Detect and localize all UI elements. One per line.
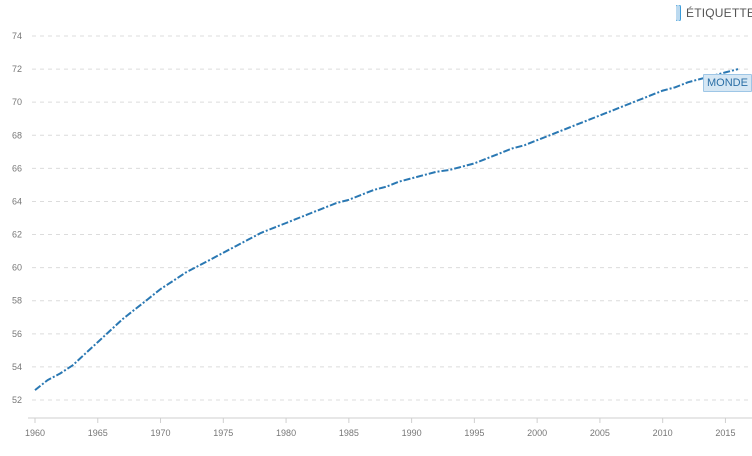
y-tick-label: 52: [12, 395, 22, 405]
data-point[interactable]: [245, 237, 251, 243]
data-point[interactable]: [271, 225, 277, 231]
data-point[interactable]: [233, 243, 239, 249]
series-label-monde: MONDE: [703, 74, 752, 92]
x-tick-label: 1995: [464, 428, 484, 438]
data-point[interactable]: [120, 316, 126, 322]
y-tick-label: 62: [12, 230, 22, 240]
data-point[interactable]: [622, 102, 628, 108]
data-point[interactable]: [258, 230, 264, 236]
y-tick-label: 60: [12, 263, 22, 273]
data-point[interactable]: [208, 256, 214, 262]
data-point[interactable]: [685, 79, 691, 85]
y-tick-label: 66: [12, 163, 22, 173]
data-point[interactable]: [559, 127, 565, 133]
data-point[interactable]: [158, 286, 164, 292]
data-point[interactable]: [296, 215, 302, 221]
x-tick-label: 2005: [590, 428, 610, 438]
y-tick-label: 68: [12, 130, 22, 140]
data-point[interactable]: [635, 98, 641, 104]
data-point[interactable]: [358, 192, 364, 198]
x-axis: 1960 1965 1970 1975 1980 1985 1990 1995 2000 2005…: [25, 417, 752, 438]
y-tick-label: 74: [12, 31, 22, 41]
y-tick-label: 64: [12, 196, 22, 206]
data-point[interactable]: [95, 339, 101, 345]
y-tick-label: 72: [12, 64, 22, 74]
y-tick-label: 58: [12, 296, 22, 306]
data-point[interactable]: [145, 296, 151, 302]
x-tick-label: 1990: [402, 428, 422, 438]
legend-label: ÉTIQUETTE: [686, 6, 752, 20]
data-point[interactable]: [446, 167, 452, 173]
data-point[interactable]: [70, 362, 76, 368]
data-point[interactable]: [183, 270, 189, 276]
data-point[interactable]: [107, 328, 113, 334]
x-tick-label: 2010: [653, 428, 673, 438]
data-point[interactable]: [496, 150, 502, 156]
y-tick-label: 70: [12, 97, 22, 107]
data-point[interactable]: [396, 179, 402, 185]
x-tick-label: 1975: [213, 428, 233, 438]
data-point[interactable]: [409, 175, 415, 181]
series-layer: [32, 66, 741, 393]
data-point[interactable]: [522, 142, 528, 148]
data-point[interactable]: [547, 132, 553, 138]
data-point[interactable]: [195, 263, 201, 269]
data-point[interactable]: [346, 197, 352, 203]
x-tick-label: 1980: [276, 428, 296, 438]
y-tick-label: 54: [12, 362, 22, 372]
data-point[interactable]: [45, 377, 51, 383]
data-point[interactable]: [321, 205, 327, 211]
y-axis: 52 54 56 58 60 62 64 66 68 70 72 74: [12, 31, 22, 405]
data-point[interactable]: [82, 351, 88, 357]
data-point[interactable]: [132, 306, 138, 312]
x-tick-label: 1965: [88, 428, 108, 438]
data-point[interactable]: [647, 93, 653, 99]
x-tick-label: 1970: [151, 428, 171, 438]
data-point[interactable]: [672, 84, 678, 90]
data-point[interactable]: [534, 137, 540, 143]
data-point[interactable]: [459, 164, 465, 170]
legend[interactable]: ÉTIQUETTE: [676, 5, 752, 21]
legend-checkbox-icon[interactable]: [676, 5, 680, 21]
data-point[interactable]: [57, 371, 63, 377]
data-point[interactable]: [660, 88, 666, 94]
data-point[interactable]: [333, 200, 339, 206]
data-point[interactable]: [283, 220, 289, 226]
y-tick-label: 56: [12, 329, 22, 339]
data-point[interactable]: [32, 387, 38, 393]
data-point[interactable]: [371, 187, 377, 193]
x-tick-label: 1985: [339, 428, 359, 438]
data-point[interactable]: [471, 160, 477, 166]
data-point[interactable]: [220, 250, 226, 256]
data-point[interactable]: [434, 169, 440, 175]
data-point[interactable]: [384, 184, 390, 190]
data-point[interactable]: [484, 155, 490, 161]
x-tick-label: 2015: [715, 428, 735, 438]
data-point[interactable]: [609, 107, 615, 113]
data-point[interactable]: [584, 117, 590, 123]
data-point[interactable]: [421, 172, 427, 178]
data-point[interactable]: [509, 146, 515, 152]
grid: [32, 35, 752, 401]
data-point[interactable]: [572, 122, 578, 128]
series-line-monde[interactable]: [34, 68, 739, 391]
data-point[interactable]: [308, 210, 314, 216]
x-tick-label: 1960: [25, 428, 45, 438]
x-tick-label: 2000: [527, 428, 547, 438]
data-point[interactable]: [597, 112, 603, 118]
data-point[interactable]: [735, 66, 741, 72]
data-point[interactable]: [170, 278, 176, 284]
